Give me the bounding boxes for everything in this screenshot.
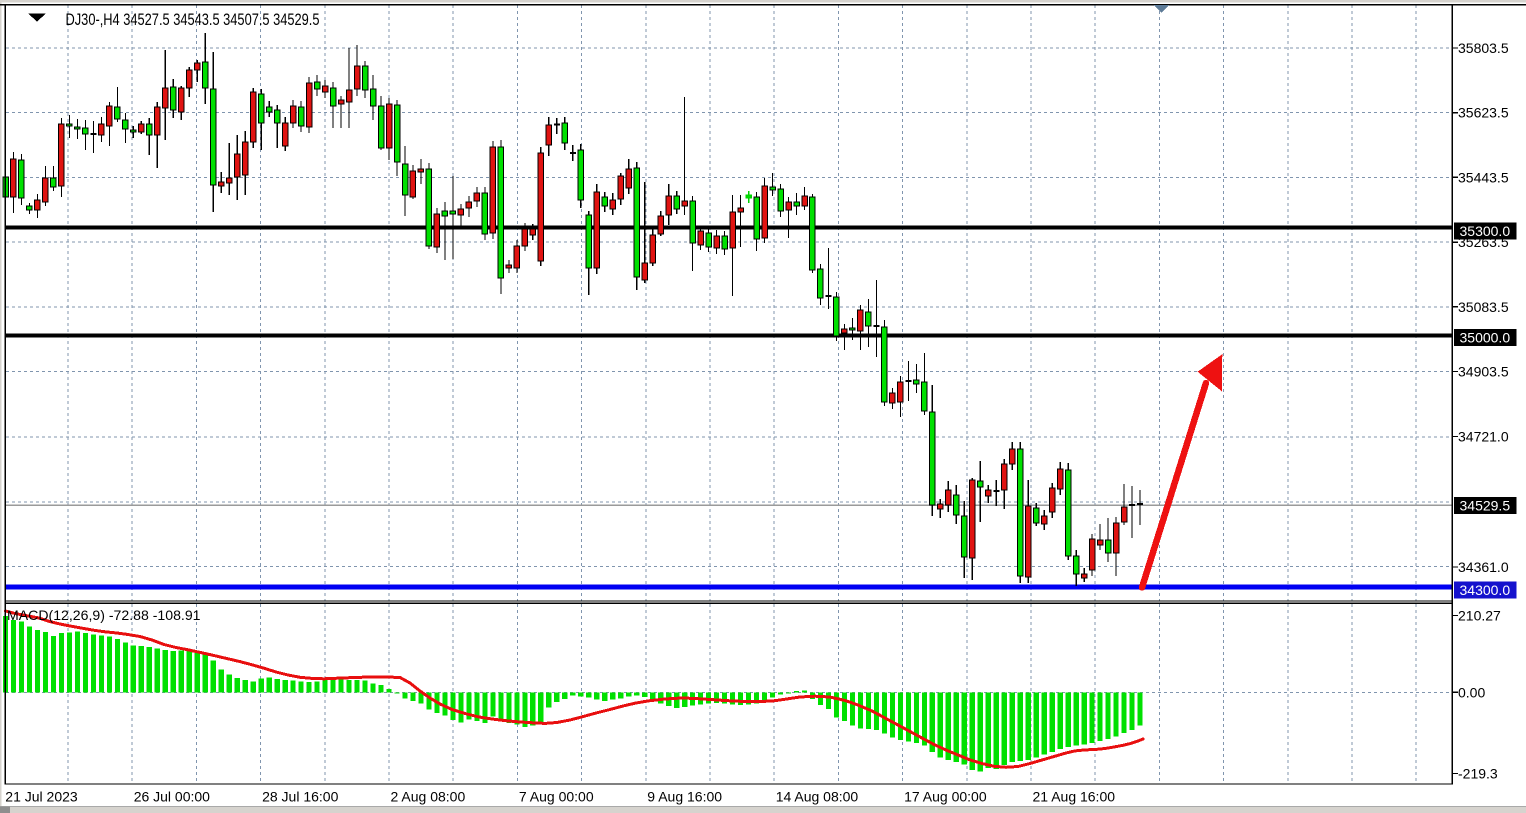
svg-text:34721.0: 34721.0	[1458, 429, 1509, 445]
svg-text:7 Aug 00:00: 7 Aug 00:00	[519, 789, 594, 805]
svg-text:35443.5: 35443.5	[1458, 169, 1509, 185]
svg-text:35263.5: 35263.5	[1458, 234, 1509, 250]
svg-text:9 Aug 16:00: 9 Aug 16:00	[647, 789, 722, 805]
svg-text:35300.0: 35300.0	[1460, 223, 1511, 239]
svg-text:35000.0: 35000.0	[1460, 330, 1511, 346]
svg-text:DJ30-,H4 34527.5 34543.5 3450: DJ30-,H4 34527.5 34543.5 34507.5 34529.5	[66, 10, 320, 29]
svg-text:0.00: 0.00	[1458, 684, 1485, 700]
svg-text:34903.5: 34903.5	[1458, 364, 1509, 380]
svg-text:MACD(12,26,9) -72.88 -108.91: MACD(12,26,9) -72.88 -108.91	[7, 607, 201, 623]
svg-text:34529.5: 34529.5	[1460, 498, 1511, 514]
svg-text:35083.5: 35083.5	[1458, 299, 1509, 315]
svg-text:21 Aug 16:00: 21 Aug 16:00	[1033, 789, 1116, 805]
svg-text:35623.5: 35623.5	[1458, 105, 1509, 121]
svg-text:2 Aug 08:00: 2 Aug 08:00	[391, 789, 466, 805]
svg-text:210.27: 210.27	[1458, 608, 1501, 624]
svg-text:35803.5: 35803.5	[1458, 40, 1509, 56]
svg-text:14 Aug 08:00: 14 Aug 08:00	[776, 789, 859, 805]
svg-text:-219.3: -219.3	[1458, 766, 1498, 782]
svg-text:26 Jul 00:00: 26 Jul 00:00	[134, 789, 210, 805]
svg-text:34361.0: 34361.0	[1458, 559, 1509, 575]
svg-text:17 Aug 00:00: 17 Aug 00:00	[904, 789, 987, 805]
svg-text:34300.0: 34300.0	[1460, 582, 1511, 598]
svg-text:28 Jul 16:00: 28 Jul 16:00	[262, 789, 338, 805]
svg-text:21 Jul 2023: 21 Jul 2023	[5, 789, 78, 805]
